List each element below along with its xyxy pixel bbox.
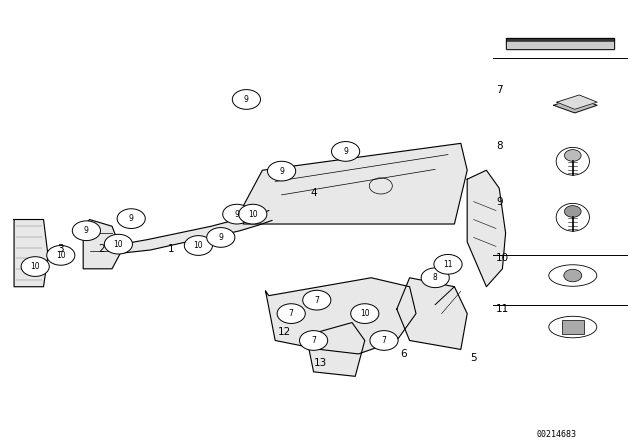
Text: 5: 5 [470, 353, 477, 363]
Polygon shape [122, 211, 272, 253]
Text: 10: 10 [56, 251, 66, 260]
Text: 10: 10 [248, 210, 258, 219]
Polygon shape [506, 38, 614, 49]
Circle shape [117, 209, 145, 228]
Circle shape [564, 269, 582, 282]
Text: 3: 3 [58, 244, 64, 254]
Text: 9: 9 [84, 226, 89, 235]
Text: 6: 6 [400, 349, 406, 359]
Text: 7: 7 [381, 336, 387, 345]
Text: 9: 9 [129, 214, 134, 223]
Polygon shape [397, 278, 467, 349]
Text: 4: 4 [310, 188, 317, 198]
Circle shape [303, 290, 331, 310]
Text: 10: 10 [496, 253, 509, 263]
Circle shape [277, 304, 305, 323]
Text: 12: 12 [278, 327, 291, 336]
Circle shape [268, 161, 296, 181]
Ellipse shape [556, 147, 589, 175]
Circle shape [104, 234, 132, 254]
FancyBboxPatch shape [562, 320, 584, 334]
Polygon shape [554, 98, 597, 113]
Circle shape [332, 142, 360, 161]
Text: 9: 9 [244, 95, 249, 104]
Text: 11: 11 [444, 260, 452, 269]
Text: 7: 7 [496, 85, 502, 95]
Circle shape [564, 206, 581, 217]
Circle shape [223, 204, 251, 224]
Circle shape [239, 204, 267, 224]
Ellipse shape [548, 316, 596, 338]
Text: 9: 9 [218, 233, 223, 242]
Circle shape [370, 331, 398, 350]
Circle shape [207, 228, 235, 247]
Polygon shape [243, 143, 467, 224]
Text: 9: 9 [234, 210, 239, 219]
Polygon shape [467, 170, 506, 287]
Text: 1: 1 [168, 244, 175, 254]
Text: 00214683: 00214683 [537, 430, 577, 439]
Polygon shape [83, 220, 122, 269]
Text: 7: 7 [314, 296, 319, 305]
Text: 7: 7 [311, 336, 316, 345]
Text: 9: 9 [343, 147, 348, 156]
Circle shape [351, 304, 379, 323]
Circle shape [300, 331, 328, 350]
Text: 9: 9 [496, 197, 502, 207]
Text: 11: 11 [496, 304, 509, 314]
Circle shape [21, 257, 49, 276]
Circle shape [232, 90, 260, 109]
Text: 10: 10 [360, 309, 370, 318]
Circle shape [434, 254, 462, 274]
Text: 9: 9 [279, 167, 284, 176]
Circle shape [47, 246, 75, 265]
Polygon shape [557, 95, 597, 109]
Polygon shape [506, 42, 614, 49]
Text: 10: 10 [30, 262, 40, 271]
Circle shape [421, 268, 449, 288]
Text: 8: 8 [433, 273, 438, 282]
Text: 2: 2 [98, 244, 104, 254]
Text: 7: 7 [289, 309, 294, 318]
Circle shape [564, 150, 581, 161]
Polygon shape [14, 220, 48, 287]
Polygon shape [266, 278, 416, 354]
Text: 13: 13 [314, 358, 326, 368]
Circle shape [184, 236, 212, 255]
Text: 10: 10 [113, 240, 124, 249]
Ellipse shape [548, 265, 596, 286]
Ellipse shape [556, 203, 589, 231]
Text: 10: 10 [193, 241, 204, 250]
Polygon shape [307, 323, 365, 376]
Text: 8: 8 [496, 141, 502, 151]
Circle shape [72, 221, 100, 241]
